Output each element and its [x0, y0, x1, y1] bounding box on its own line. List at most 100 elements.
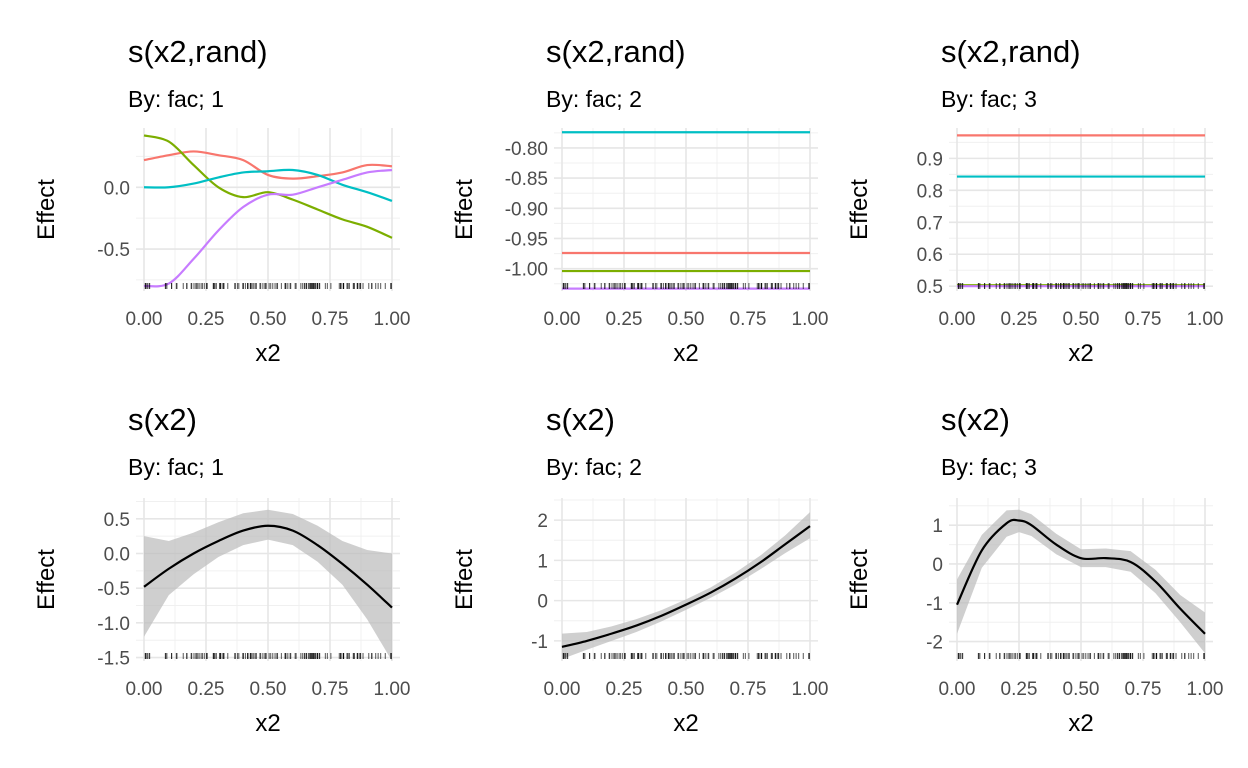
x-axis-title: x2 — [255, 340, 280, 367]
x-tick-label: 0.00 — [544, 679, 581, 700]
series-line-2 — [143, 134, 393, 239]
panel-1: s(x2,rand) By: fac; 1 0.00 0.25 0.50 0.75 1.00… — [33, 34, 410, 367]
x-tick-label: 0.00 — [126, 309, 163, 330]
y-tick-label: -0.90 — [505, 199, 548, 220]
x-tick-label: 0.75 — [730, 309, 767, 330]
x-tick-label: 0.25 — [606, 679, 643, 700]
x-tick-label: 0.50 — [668, 309, 705, 330]
y-tick-label: -1.00 — [505, 260, 548, 281]
panel-title: s(x2,rand) — [128, 34, 268, 69]
rug — [957, 283, 1205, 289]
panel-subtitle: By: fac; 2 — [546, 86, 642, 112]
grid — [949, 498, 1213, 661]
x-tick-label: 0.25 — [188, 679, 225, 700]
y-axis-title: Effect — [846, 179, 873, 240]
panel-title: s(x2,rand) — [941, 34, 1081, 69]
series-line-1 — [143, 150, 393, 180]
y-tick-label: 0.6 — [917, 245, 943, 266]
x-tick-label: 0.50 — [250, 679, 287, 700]
y-tick-label: -2 — [926, 633, 943, 654]
series-line-1 — [561, 525, 811, 648]
y-tick-label: 0.0 — [104, 544, 130, 565]
x-tick-label: 0.25 — [606, 309, 643, 330]
panel-4: s(x2) By: fac; 1 0.00 0.25 0.50 0.75 1.00 -1.5 -… — [33, 402, 410, 737]
rug — [957, 653, 1205, 659]
y-axis-title: Effect — [33, 179, 60, 240]
y-tick-label: 1 — [537, 551, 548, 572]
x-axis-title: x2 — [1068, 340, 1093, 367]
x-tick-label: 0.00 — [939, 309, 976, 330]
panel-5: s(x2) By: fac; 2 0.00 0.25 0.50 0.75 1.00 -1 0 1 2… — [451, 402, 828, 737]
y-tick-label: -0.5 — [97, 579, 130, 600]
series-line-4 — [143, 168, 393, 288]
x-tick-label: 0.50 — [1063, 679, 1100, 700]
y-tick-label: -0.95 — [505, 229, 548, 250]
panel-subtitle: By: fac; 3 — [941, 454, 1037, 480]
x-tick-label: 1.00 — [1187, 679, 1224, 700]
x-tick-label: 0.50 — [1063, 309, 1100, 330]
rug — [144, 283, 392, 289]
y-tick-label: 2 — [537, 511, 548, 532]
x-tick-label: 0.25 — [1001, 679, 1038, 700]
x-tick-label: 0.50 — [668, 679, 705, 700]
y-tick-label: -1.0 — [97, 614, 130, 635]
panel-3: s(x2,rand) By: fac; 3 0.00 0.25 0.50 0.75 1.00… — [846, 34, 1223, 367]
x-tick-label: 0.75 — [312, 309, 349, 330]
panel-title: s(x2) — [941, 402, 1010, 437]
panel-subtitle: By: fac; 2 — [546, 454, 642, 480]
panel-subtitle: By: fac; 1 — [128, 86, 224, 112]
y-tick-label: 0.8 — [917, 181, 943, 202]
y-tick-label: -0.5 — [97, 240, 130, 261]
y-tick-label: 0.5 — [104, 510, 130, 531]
y-tick-label: -1 — [531, 632, 548, 653]
y-tick-label: 1 — [932, 516, 943, 537]
panel-2: s(x2,rand) By: fac; 2 0.00 0.25 0.50 0.75 1.00… — [451, 34, 828, 367]
panel-title: s(x2) — [546, 402, 615, 437]
y-tick-label: -1 — [926, 594, 943, 615]
y-tick-label: 0.0 — [104, 178, 130, 199]
panel-title: s(x2) — [128, 402, 197, 437]
y-tick-label: -0.80 — [505, 139, 548, 160]
x-tick-label: 0.75 — [1125, 309, 1162, 330]
x-tick-label: 0.00 — [126, 679, 163, 700]
grid — [136, 128, 400, 291]
x-tick-label: 0.50 — [250, 309, 287, 330]
x-tick-label: 0.25 — [1001, 309, 1038, 330]
grid — [554, 128, 818, 291]
y-tick-label: 0 — [932, 555, 943, 576]
panel-subtitle: By: fac; 3 — [941, 86, 1037, 112]
panel-subtitle: By: fac; 1 — [128, 454, 224, 480]
y-axis-title: Effect — [451, 549, 478, 610]
series-line-3 — [143, 168, 393, 202]
x-axis-title: x2 — [673, 340, 698, 367]
x-tick-label: 0.00 — [544, 309, 581, 330]
y-tick-label: 0 — [537, 592, 548, 613]
y-tick-label: 0.5 — [917, 277, 943, 298]
x-axis-title: x2 — [255, 710, 280, 737]
series-line-1 — [955, 518, 1206, 635]
x-axis-title: x2 — [673, 710, 698, 737]
x-tick-label: 1.00 — [374, 309, 411, 330]
y-tick-label: 0.9 — [917, 149, 943, 170]
x-tick-label: 0.75 — [730, 679, 767, 700]
x-axis-title: x2 — [1068, 710, 1093, 737]
x-tick-label: 0.75 — [1125, 679, 1162, 700]
x-tick-label: 1.00 — [792, 309, 829, 330]
confidence-band — [562, 512, 810, 659]
x-tick-label: 1.00 — [374, 679, 411, 700]
rug — [144, 653, 392, 659]
rug — [562, 283, 810, 289]
y-tick-label: -0.85 — [505, 169, 548, 190]
grid — [949, 128, 1213, 291]
panel-title: s(x2,rand) — [546, 34, 686, 69]
y-tick-label: 0.7 — [917, 213, 943, 234]
series-line-1 — [143, 524, 393, 609]
y-tick-label: -1.5 — [97, 649, 130, 670]
x-tick-label: 1.00 — [792, 679, 829, 700]
panel-6: s(x2) By: fac; 3 0.00 0.25 0.50 0.75 1.00 -2 -1 0… — [846, 402, 1223, 737]
x-tick-label: 0.00 — [939, 679, 976, 700]
x-tick-label: 1.00 — [1187, 309, 1224, 330]
x-tick-label: 0.75 — [312, 679, 349, 700]
rug — [562, 653, 810, 659]
